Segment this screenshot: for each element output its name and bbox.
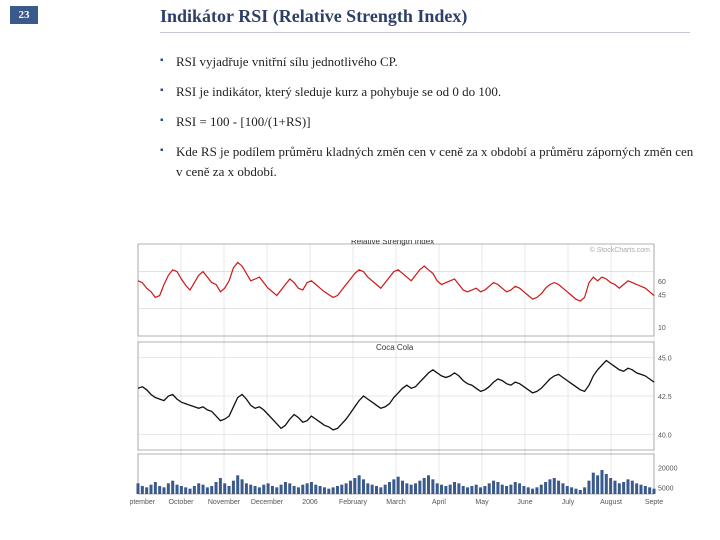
svg-text:10: 10: [658, 325, 666, 332]
bullet-text: Kde RS je podílem průměru kladných změn …: [176, 142, 700, 182]
page-title: Indikátor RSI (Relative Strength Index): [160, 6, 700, 33]
bullet-list: ▪ RSI vyjadřuje vnitřní sílu jednotlivéh…: [160, 52, 700, 192]
svg-text:Septe: Septe: [645, 499, 663, 506]
svg-text:August: August: [600, 499, 622, 506]
svg-text:45: 45: [658, 293, 666, 300]
list-item: ▪ RSI = 100 - [100/(1+RS)]: [160, 112, 700, 132]
list-item: ▪ RSI je indikátor, který sleduje kurz a…: [160, 82, 700, 102]
rsi-chart: 10 45 60 Relative Strength Index © StockChar…: [130, 240, 690, 520]
chart-svg: 10 45 60 Relative Strength Index © StockChar…: [130, 240, 690, 520]
svg-text:October: October: [169, 499, 195, 506]
bullet-marker: ▪: [160, 52, 176, 72]
svg-text:© StockCharts.com: © StockCharts.com: [590, 246, 651, 254]
svg-text:June: June: [517, 499, 532, 506]
svg-text:5000: 5000: [658, 485, 674, 492]
svg-text:April: April: [432, 499, 446, 506]
bullet-text: RSI vyjadřuje vnitřní sílu jednotlivého …: [176, 52, 398, 72]
svg-text:20000: 20000: [658, 465, 678, 472]
svg-text:42.5: 42.5: [658, 394, 672, 401]
svg-text:40.0: 40.0: [658, 433, 672, 440]
svg-text:July: July: [562, 499, 575, 506]
slide-number-badge: 23: [10, 6, 38, 24]
bullet-marker: ▪: [160, 112, 176, 132]
svg-text:May: May: [475, 499, 489, 506]
svg-text:Relative Strength Index: Relative Strength Index: [351, 240, 434, 246]
svg-text:September: September: [130, 499, 156, 506]
list-item: ▪ RSI vyjadřuje vnitřní sílu jednotlivéh…: [160, 52, 700, 72]
title-underline: [160, 32, 690, 33]
svg-text:60: 60: [658, 279, 666, 286]
svg-text:December: December: [251, 499, 284, 506]
bullet-text: RSI = 100 - [100/(1+RS)]: [176, 112, 311, 132]
bullet-marker: ▪: [160, 82, 176, 102]
svg-text:March: March: [386, 499, 406, 506]
svg-text:February: February: [339, 499, 368, 506]
bullet-marker: ▪: [160, 142, 176, 182]
list-item: ▪ Kde RS je podílem průměru kladných změ…: [160, 142, 700, 182]
svg-text:45.0: 45.0: [658, 355, 672, 362]
slide: 23 Indikátor RSI (Relative Strength Inde…: [0, 0, 720, 540]
svg-text:Coca Cola: Coca Cola: [376, 343, 414, 352]
bullet-text: RSI je indikátor, který sleduje kurz a p…: [176, 82, 501, 102]
svg-text:November: November: [208, 499, 241, 506]
svg-text:2006: 2006: [302, 499, 318, 506]
